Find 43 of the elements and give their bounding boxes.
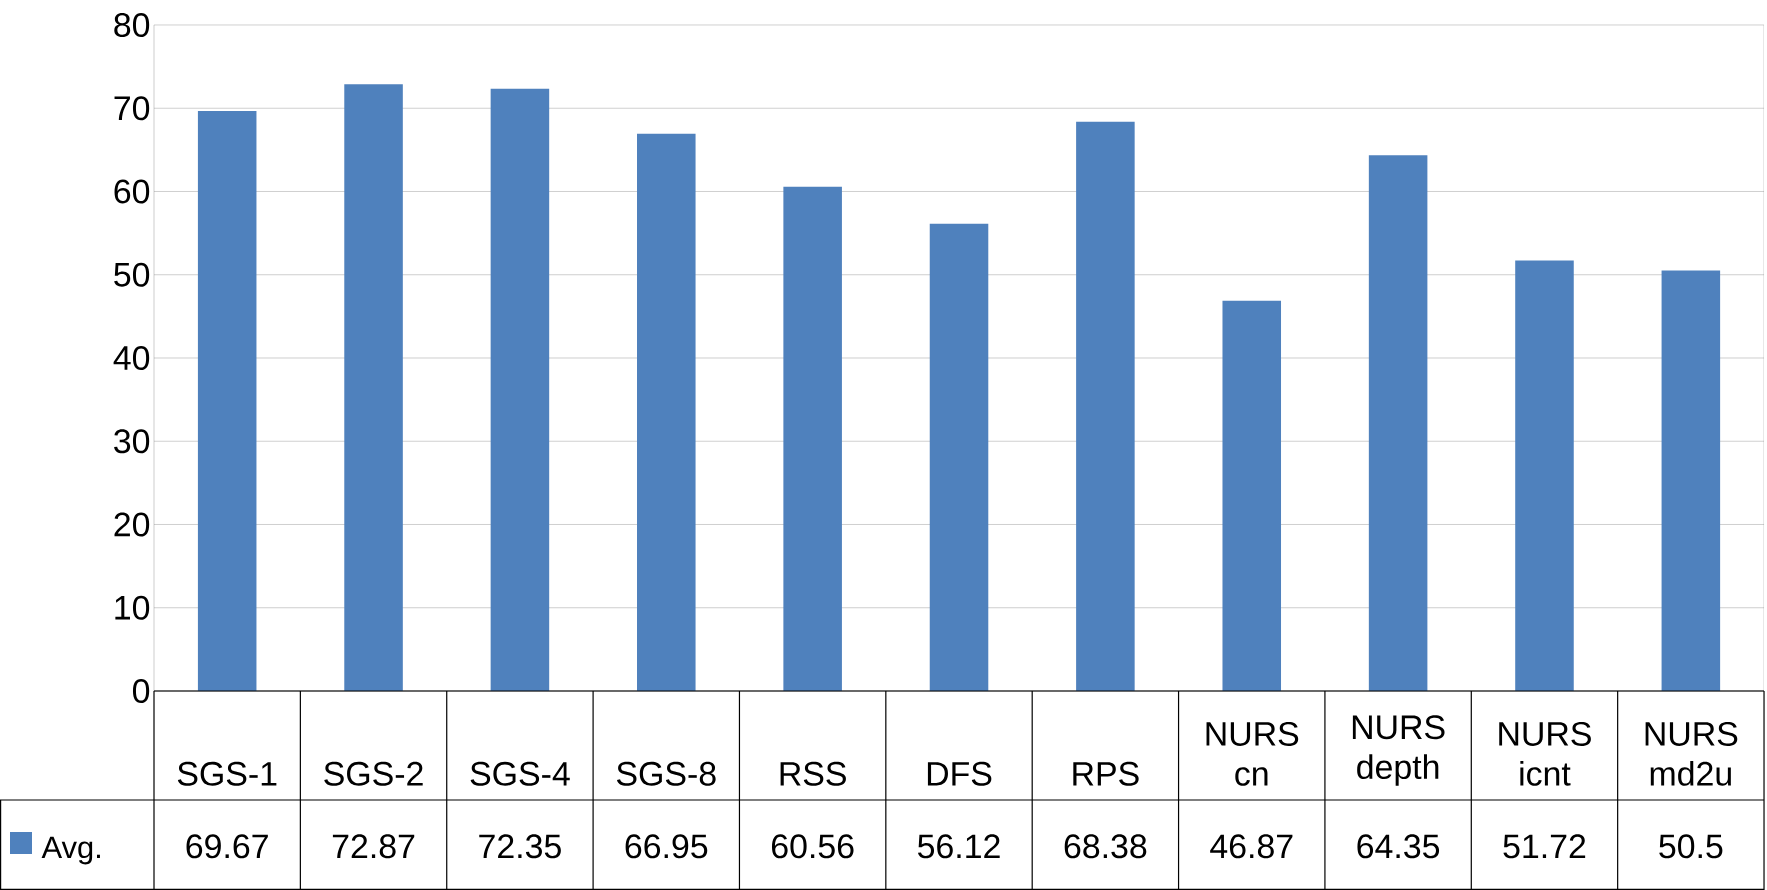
data-label: 60.56: [771, 834, 854, 859]
data-label: 72.35: [479, 834, 561, 859]
y-tick-label: 0: [132, 679, 150, 703]
data-label: 72.87: [332, 834, 415, 859]
data-label: 66.95: [625, 834, 708, 859]
bar: [1515, 260, 1574, 691]
x-tick-label: NURS cn: [1206, 721, 1299, 786]
bar: [490, 88, 550, 691]
x-tick-label: NURS depth: [1352, 715, 1445, 786]
y-tick-label: 40: [113, 345, 150, 370]
data-label: 56.12: [917, 834, 1000, 859]
y-tick-label: 10: [115, 595, 150, 620]
legend-label: Avg.: [41, 836, 100, 865]
bar: [783, 186, 842, 691]
data-label: 51.72: [1503, 834, 1586, 859]
x-tick-label: SGS-4: [470, 761, 570, 786]
x-tick-label: SGS-8: [616, 761, 716, 786]
x-tick-label: SGS-2: [324, 761, 423, 786]
x-tick-label: NURS icnt: [1499, 721, 1591, 786]
x-tick-label: SGS-1: [177, 761, 277, 786]
x-tick-label: DFS: [927, 761, 992, 786]
x-tick-label: NURS md2u: [1645, 721, 1738, 786]
y-tick-label: 80: [114, 12, 150, 37]
y-tick-label: 50: [114, 262, 150, 287]
y-tick-label: 20: [114, 512, 150, 537]
bar: [344, 84, 403, 691]
y-tick-label: 30: [114, 429, 150, 454]
data-label: 69.67: [186, 834, 268, 859]
bar: [197, 110, 257, 691]
y-tick-label: 70: [114, 96, 150, 121]
bar: [637, 133, 696, 691]
data-label: 46.87: [1210, 834, 1293, 859]
data-label: 50.5: [1659, 834, 1723, 859]
x-tick-label: RPS: [1073, 761, 1139, 786]
y-tick-label: 60: [114, 179, 150, 204]
bar: [1222, 300, 1282, 691]
bar: [1661, 270, 1721, 691]
data-label: 64.35: [1357, 834, 1440, 859]
data-label: 68.38: [1064, 834, 1147, 859]
bar: [1076, 121, 1135, 691]
bar: [1368, 155, 1428, 691]
x-tick-label: RSS: [780, 761, 846, 786]
bar: [929, 223, 989, 691]
